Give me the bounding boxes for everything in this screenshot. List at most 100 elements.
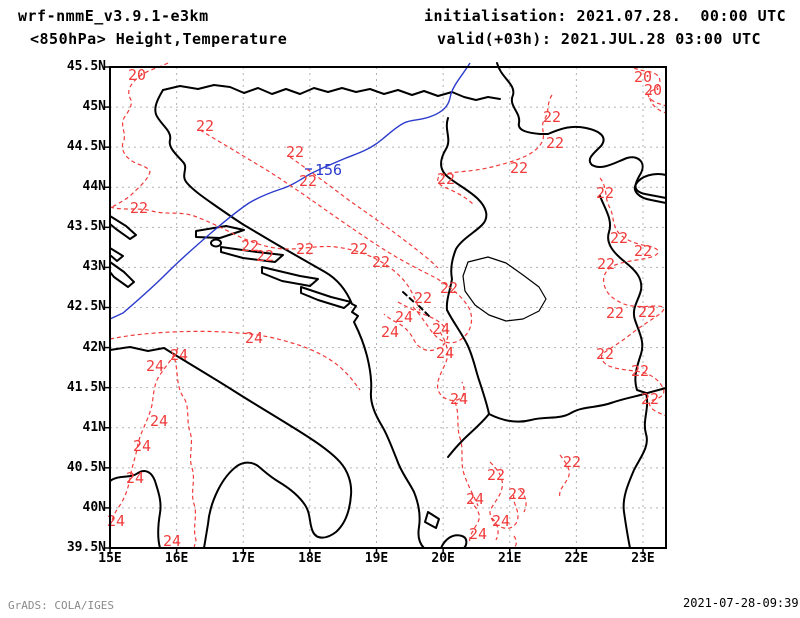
island-3	[261, 266, 319, 287]
level-variables-title: <850hPa> Height,Temperature	[30, 30, 288, 48]
lon-tick-label: 21E	[498, 551, 522, 566]
temp-contour-22-east	[599, 177, 667, 417]
temperature-contour-label: 22	[631, 362, 649, 380]
temperature-contour-label: 24	[163, 532, 181, 550]
kosovo-border	[462, 256, 547, 322]
serbia-romania-border	[496, 62, 667, 199]
lon-tick-label: 20E	[431, 551, 455, 566]
temperature-contour-label: 24	[466, 490, 484, 508]
adriatic-coastline	[154, 89, 425, 549]
temperature-contour-label: 22	[130, 199, 148, 217]
corfu-island	[424, 511, 440, 529]
temperature-contour-label: 22	[606, 304, 624, 322]
lon-tick-label: 19E	[364, 551, 389, 566]
temperature-contour-label: 22	[596, 184, 614, 202]
height-contours	[109, 62, 471, 320]
albania-greece-border	[447, 413, 490, 458]
zadar-islands	[109, 261, 135, 288]
map-frame	[109, 66, 667, 549]
temperature-contour-label: 22	[638, 303, 656, 321]
temperature-contour-label: 22	[414, 289, 432, 307]
lon-tick-label: 23E	[631, 551, 655, 566]
temperature-contour-label: 22	[350, 240, 368, 258]
temperature-contour-label: 22	[196, 117, 214, 135]
temp-contour-22-inner	[289, 156, 439, 269]
temperature-contour-label: 22	[510, 159, 528, 177]
temperature-contour-label: 22	[241, 237, 259, 255]
lat-tick-label: 45.5N	[66, 59, 106, 74]
temperature-contour-label: 22	[597, 255, 615, 273]
lat-tick-label: 39.5N	[66, 539, 106, 555]
temp-contour-24-west-b	[171, 351, 197, 549]
serbia-bulgaria-border	[599, 195, 647, 394]
temp-contour-22-south	[559, 454, 570, 499]
temperature-contour-label: 24	[133, 437, 151, 455]
temperature-contour-label: 24	[492, 512, 510, 530]
temperature-contour-label: 22	[508, 485, 526, 503]
temperature-contour-label: 22	[596, 345, 614, 363]
height-contour-label: 156	[315, 161, 342, 179]
temperature-contour-label: 24	[245, 329, 263, 347]
temperature-contour-label: 22	[546, 134, 564, 152]
temperature-contour-label: 24	[170, 346, 188, 364]
lat-tick-label: 45N	[82, 99, 106, 115]
temp-contour-24-albania	[383, 301, 479, 507]
temperature-contour-label: 22	[610, 229, 628, 247]
lat-tick-label: 40.5N	[66, 459, 106, 475]
temperature-contour-label: 22	[372, 253, 390, 271]
greece-bulgaria-border	[622, 392, 649, 549]
lon-tick-label: 16E	[164, 551, 189, 566]
temperature-contour-label: 22	[256, 247, 274, 265]
lon-tick-label: 15E	[98, 551, 122, 566]
temperature-contour-label: 20	[644, 81, 662, 99]
lat-tick-label: 43N	[82, 259, 106, 275]
temperature-contour-label: 24	[126, 469, 144, 487]
italy-coastline	[109, 346, 353, 549]
island-4	[300, 286, 352, 309]
temperature-contour-label: 24	[436, 344, 454, 362]
temp-contour-24-horizontal	[109, 330, 361, 391]
greek-coast	[440, 534, 468, 549]
temperature-contour-label: 22	[299, 172, 317, 190]
temp-contour-22-north	[437, 94, 553, 206]
lon-tick-label: 22E	[564, 551, 589, 566]
kvarner-islet	[109, 247, 124, 262]
temperature-contour-label: 22	[296, 240, 314, 258]
temp-contour-24-west-a	[109, 347, 179, 527]
temperature-contour-label: 20	[128, 66, 146, 84]
grads-credit: GrADS: COLA/IGES	[8, 599, 114, 612]
temp-contour-bottom-cluster	[469, 461, 527, 549]
temperature-contour-label: 24	[150, 412, 168, 430]
bosnia-serbia-border	[440, 117, 488, 311]
temp-contour-20-ne	[633, 67, 667, 114]
height-contour-156	[109, 62, 471, 320]
lat-tick-label: 41N	[82, 419, 106, 435]
lat-tick-label: 41.5N	[66, 379, 106, 395]
initialisation-time: initialisation: 2021.07.28. 00:00 UTC	[424, 7, 787, 25]
temperature-contour-label: 22	[543, 108, 561, 126]
temperature-contour-label: 22	[286, 143, 304, 161]
render-timestamp: 2021-07-28-09:39	[683, 596, 799, 610]
coastlines-borders	[109, 62, 667, 549]
valid-time: valid(+03h): 2021.JUL.28 03:00 UTC	[437, 30, 762, 48]
temperature-contour-label: 20	[634, 68, 652, 86]
temperature-contour-label: 22	[563, 453, 581, 471]
temperature-contour-label: 24	[107, 512, 125, 530]
lat-tick-label: 42N	[82, 339, 106, 355]
temperature-contours	[109, 62, 667, 549]
temperature-contour-label: 22	[440, 279, 458, 297]
greece-north-border	[488, 387, 667, 423]
model-title: wrf-nmmE_v3.9.1-e3km	[18, 7, 209, 25]
temperature-contour-label: 24	[432, 320, 450, 338]
lon-tick-label: 18E	[298, 551, 322, 566]
temperature-contour-label: 22	[487, 466, 505, 484]
island-2	[220, 246, 284, 263]
temperature-contour-label: 24	[450, 390, 468, 408]
temperature-contour-label: 24	[469, 525, 487, 543]
lat-tick-label: 44N	[82, 179, 106, 195]
temperature-contour-label: 24	[395, 308, 413, 326]
temp-contour-22-coastal	[109, 206, 421, 312]
